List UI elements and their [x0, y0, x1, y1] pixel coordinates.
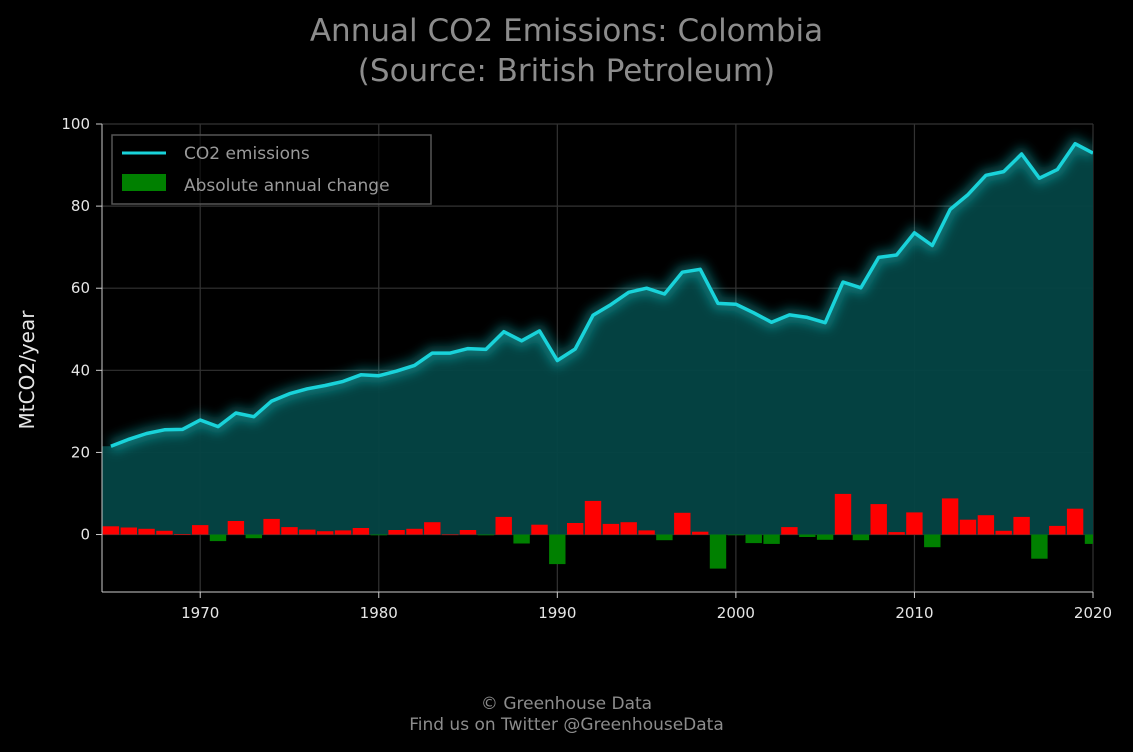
change-bar [549, 534, 566, 565]
change-bar [799, 534, 816, 537]
change-bar [370, 534, 387, 536]
x-tick-label: 2010 [895, 604, 933, 622]
change-bar [870, 504, 887, 535]
change-bar [406, 528, 423, 535]
change-bar [995, 530, 1012, 535]
change-bar [424, 522, 441, 535]
change-bar [334, 530, 352, 535]
change-bar [567, 523, 584, 535]
change-bar [174, 534, 191, 535]
axes [101, 124, 1093, 593]
change-bar [531, 524, 548, 535]
change-bar [102, 526, 120, 535]
x-tick-label: 1980 [360, 604, 398, 622]
change-bar [692, 531, 709, 535]
change-bar [513, 534, 530, 544]
change-bar [245, 534, 262, 539]
change-bar [959, 519, 977, 535]
change-bar [727, 534, 745, 536]
x-tick-label: 2000 [717, 604, 755, 622]
change-bar [1013, 516, 1030, 535]
change-bar [120, 527, 137, 535]
change-bar [299, 529, 316, 535]
change-bar [192, 525, 209, 535]
chart-title: Annual CO2 Emissions: Colombia [309, 13, 824, 49]
change-bar [584, 500, 602, 535]
y-tick-label: 80 [71, 197, 90, 215]
legend-box [111, 134, 432, 205]
change-bar [834, 493, 852, 535]
legend-bar-swatch [122, 174, 166, 191]
change-bar [281, 527, 298, 535]
y-tick-label: 60 [71, 279, 90, 297]
change-bar [924, 534, 941, 548]
change-bar [656, 534, 673, 541]
change-bar [620, 522, 637, 535]
y-tick-label: 20 [71, 443, 90, 461]
x-tick-label: 2020 [1074, 604, 1112, 622]
change-bar [1066, 508, 1084, 535]
change-bar [977, 515, 995, 535]
change-bar [745, 534, 762, 544]
change-bar [602, 523, 620, 535]
footer-copyright: © Greenhouse Data [480, 694, 653, 714]
change-bar [477, 534, 495, 536]
change-bar [709, 534, 727, 569]
change-bars [102, 493, 1093, 569]
y-tick-label: 40 [71, 361, 90, 379]
y-tick-label: 0 [80, 526, 90, 544]
change-bar [156, 530, 173, 535]
change-bar [941, 498, 959, 535]
footer-twitter: Find us on Twitter @GreenhouseData [409, 715, 724, 735]
emissions-line [110, 141, 1093, 448]
legend: CO2 emissions Absolute annual change [111, 134, 432, 205]
change-bar [1049, 525, 1066, 535]
change-bar [227, 521, 245, 535]
change-bar [638, 530, 655, 535]
emissions-area [102, 143, 1093, 535]
change-bar [442, 534, 459, 536]
change-bar [495, 516, 512, 535]
change-bar [263, 518, 280, 535]
legend-label-emissions: CO2 emissions [184, 144, 310, 164]
x-tick-label: 1970 [181, 604, 219, 622]
change-bar [209, 534, 227, 542]
y-tick-label: 100 [61, 115, 90, 133]
change-bar [888, 532, 905, 535]
change-bar [674, 512, 691, 535]
change-bar [1084, 534, 1093, 544]
change-bar [317, 531, 334, 535]
change-bar [459, 530, 477, 535]
legend-label-change: Absolute annual change [184, 176, 390, 196]
change-bar [852, 534, 870, 541]
chart-subtitle: (Source: British Petroleum) [357, 53, 776, 89]
change-bar [388, 530, 405, 535]
change-bar [906, 512, 923, 535]
change-bar [352, 528, 370, 535]
change-bar [1031, 534, 1048, 559]
change-bar [816, 534, 834, 540]
change-bar [138, 528, 155, 535]
change-bar [781, 527, 798, 535]
change-bar [763, 534, 780, 544]
x-tick-label: 1990 [538, 604, 576, 622]
